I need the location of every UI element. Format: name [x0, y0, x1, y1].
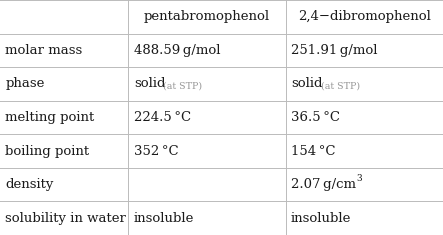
Text: 154 °C: 154 °C [291, 145, 335, 158]
Text: 3: 3 [357, 174, 362, 183]
Text: 2.07 g/cm: 2.07 g/cm [291, 178, 356, 191]
Text: insoluble: insoluble [291, 212, 351, 225]
Text: 488.59 g/mol: 488.59 g/mol [134, 44, 220, 57]
Text: insoluble: insoluble [134, 212, 194, 225]
Text: pentabromophenol: pentabromophenol [144, 10, 270, 23]
Text: solubility in water: solubility in water [5, 212, 126, 225]
Text: (at STP): (at STP) [321, 81, 360, 90]
Text: 251.91 g/mol: 251.91 g/mol [291, 44, 377, 57]
Text: 2,4−dibromophenol: 2,4−dibromophenol [298, 10, 431, 23]
Text: melting point: melting point [5, 111, 94, 124]
Text: phase: phase [5, 77, 45, 90]
Text: density: density [5, 178, 54, 191]
Text: boiling point: boiling point [5, 145, 89, 158]
Text: molar mass: molar mass [5, 44, 82, 57]
Text: 224.5 °C: 224.5 °C [134, 111, 191, 124]
Text: 352 °C: 352 °C [134, 145, 179, 158]
Text: 36.5 °C: 36.5 °C [291, 111, 340, 124]
Text: solid: solid [134, 77, 165, 90]
Text: solid: solid [291, 77, 323, 90]
Text: (at STP): (at STP) [163, 81, 202, 90]
